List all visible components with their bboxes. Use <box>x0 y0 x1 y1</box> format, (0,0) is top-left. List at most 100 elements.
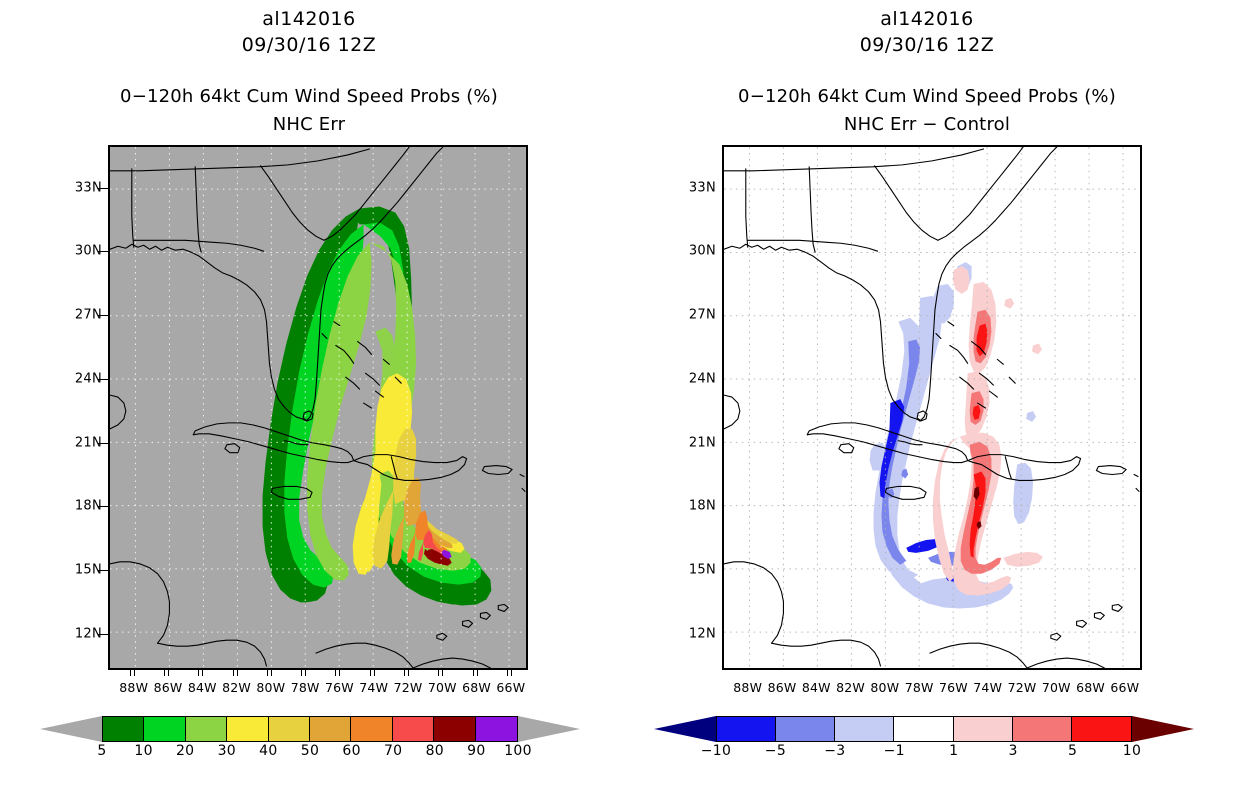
lon-tick-label: 76W <box>324 680 354 695</box>
lon-tick <box>236 670 238 676</box>
lat-tick <box>98 251 104 253</box>
colorbar-high-arrow <box>1132 716 1194 742</box>
colorbar-labels: 5 10 20 30 40 50 60 70 80 90 100 <box>40 743 580 763</box>
sub-title-left: NHC Err <box>272 114 346 135</box>
colorbar-tick-label: −10 <box>700 743 732 759</box>
lon-tick-label: 86W <box>153 680 183 695</box>
lon-tick <box>232 670 234 676</box>
lat-tick <box>102 251 108 253</box>
colorbar-swatch <box>475 717 518 741</box>
colorbar-swatch <box>776 717 836 741</box>
colorbar-swatch <box>103 717 145 741</box>
lon-tick-label: 76W <box>938 680 968 695</box>
lon-tick <box>270 670 272 676</box>
colorbar-tick-label: 5 <box>1067 743 1078 759</box>
lon-tick <box>202 670 204 676</box>
lat-tick <box>102 187 108 189</box>
lon-tick-label: 66W <box>1110 680 1140 695</box>
lat-tick-label: 24N <box>74 371 102 387</box>
colorbar-tick-label: 10 <box>1122 743 1142 759</box>
sub-title-right: NHC Err − Control <box>843 114 1011 135</box>
latitude-axis-right: 33N 30N 27N 24N 21N 18N 15N 12N <box>672 145 716 670</box>
lat-tick <box>102 442 108 444</box>
difference-colorbar: −10 −5 −3 −1 1 3 5 10 <box>654 716 1194 759</box>
colorbar-tick-label: −3 <box>824 743 846 759</box>
colorbar-tick-label: 60 <box>342 743 361 759</box>
lon-tick-label: 84W <box>801 680 831 695</box>
colorbar-tick-label: 100 <box>504 743 532 759</box>
colorbar-tick-label: 70 <box>383 743 403 759</box>
lat-tick-label: 27N <box>74 307 102 323</box>
colorbar-low-arrow <box>40 716 102 742</box>
lon-tick <box>266 670 268 676</box>
lon-tick-label: 68W <box>462 680 491 695</box>
colorbar-swatch <box>392 717 435 741</box>
main-title-left: 0−120h 64kt Cum Wind Speed Probs (%) <box>120 86 498 107</box>
colorbar-tick-label: 5 <box>97 743 107 759</box>
lat-tick <box>102 506 108 508</box>
lon-tick <box>373 670 375 676</box>
lat-tick <box>102 633 108 635</box>
colorbar-tick-label: 90 <box>467 743 486 759</box>
colorbar-tick-label: 30 <box>217 743 237 759</box>
lat-tick-label: 15N <box>74 562 102 578</box>
longitude-axis-right: 88W 86W 84W 82W 80W 78W 76W 74W 72W 70W 68W 66W <box>722 680 1142 702</box>
lat-tick-label: 30N <box>688 243 716 259</box>
colorbar-tick-label: 10 <box>134 743 153 759</box>
colorbar-swatch <box>144 717 186 741</box>
lat-tick-label: 27N <box>688 307 716 323</box>
colorbar-swatch <box>953 717 1013 741</box>
main-title-right: 0−120h 64kt Cum Wind Speed Probs (%) <box>738 86 1116 107</box>
valid-time-right: 09/30/16 12Z <box>859 34 995 56</box>
map-plot-nhc-err <box>108 145 528 670</box>
colorbar-low-arrow <box>654 716 716 742</box>
lon-tick <box>301 670 303 676</box>
lon-tick <box>133 670 135 676</box>
difference-contour-map <box>724 147 1140 668</box>
colorbar-swatch <box>717 717 777 741</box>
colorbar-swatch <box>434 717 476 741</box>
lon-tick <box>472 670 474 676</box>
lat-tick-label: 21N <box>74 435 102 451</box>
map-plot-difference <box>722 145 1142 670</box>
lon-tick-label: 88W <box>119 680 149 695</box>
lat-tick-label: 18N <box>688 498 716 514</box>
lon-tick-label: 72W <box>1007 680 1037 695</box>
lon-tick-label: 66W <box>496 680 526 695</box>
lon-tick-label: 72W <box>393 680 423 695</box>
lon-tick-label: 88W <box>733 680 763 695</box>
colorbar-swatch <box>1071 717 1131 741</box>
lat-tick <box>98 442 104 444</box>
lon-tick <box>438 670 440 676</box>
lon-tick-label: 68W <box>1076 680 1105 695</box>
lon-tick-label: 74W <box>973 680 1003 695</box>
lat-tick-label: 33N <box>74 180 102 195</box>
colorbar-swatch <box>310 717 352 741</box>
lat-tick <box>98 187 104 189</box>
lat-tick-label: 12N <box>74 626 102 642</box>
probability-contour-map <box>110 147 526 668</box>
lat-tick <box>98 570 104 572</box>
colorbar-tick-label: −1 <box>883 743 905 759</box>
colorbar-labels: −10 −5 −3 −1 1 3 5 10 <box>654 743 1194 763</box>
lat-tick <box>98 633 104 635</box>
colorbar-tick-label: 3 <box>1008 743 1018 759</box>
lat-tick <box>98 506 104 508</box>
colorbar-tick-label: 20 <box>175 743 195 759</box>
lat-tick-label: 21N <box>688 435 716 451</box>
colorbar-tick-label: −5 <box>764 743 787 759</box>
lat-tick-label: 33N <box>688 180 716 195</box>
colorbar-tick-label: 80 <box>425 743 445 759</box>
panel-nhc-err: al142016 09/30/16 12Z 0−120h 64kt Cum Wi… <box>40 8 580 759</box>
lon-tick-label: 70W <box>427 680 457 695</box>
lat-tick-label: 24N <box>688 371 716 387</box>
lon-tick-label: 78W <box>904 680 934 695</box>
probability-colorbar: 5 10 20 30 40 50 60 70 80 90 100 <box>40 716 580 759</box>
colorbar-swatch <box>894 717 954 741</box>
colorbar-swatch <box>185 717 228 741</box>
lon-tick-label: 82W <box>836 680 865 695</box>
lon-tick <box>339 670 341 676</box>
lon-tick-label: 74W <box>359 680 389 695</box>
lat-tick <box>98 315 104 317</box>
lon-tick <box>164 670 165 676</box>
